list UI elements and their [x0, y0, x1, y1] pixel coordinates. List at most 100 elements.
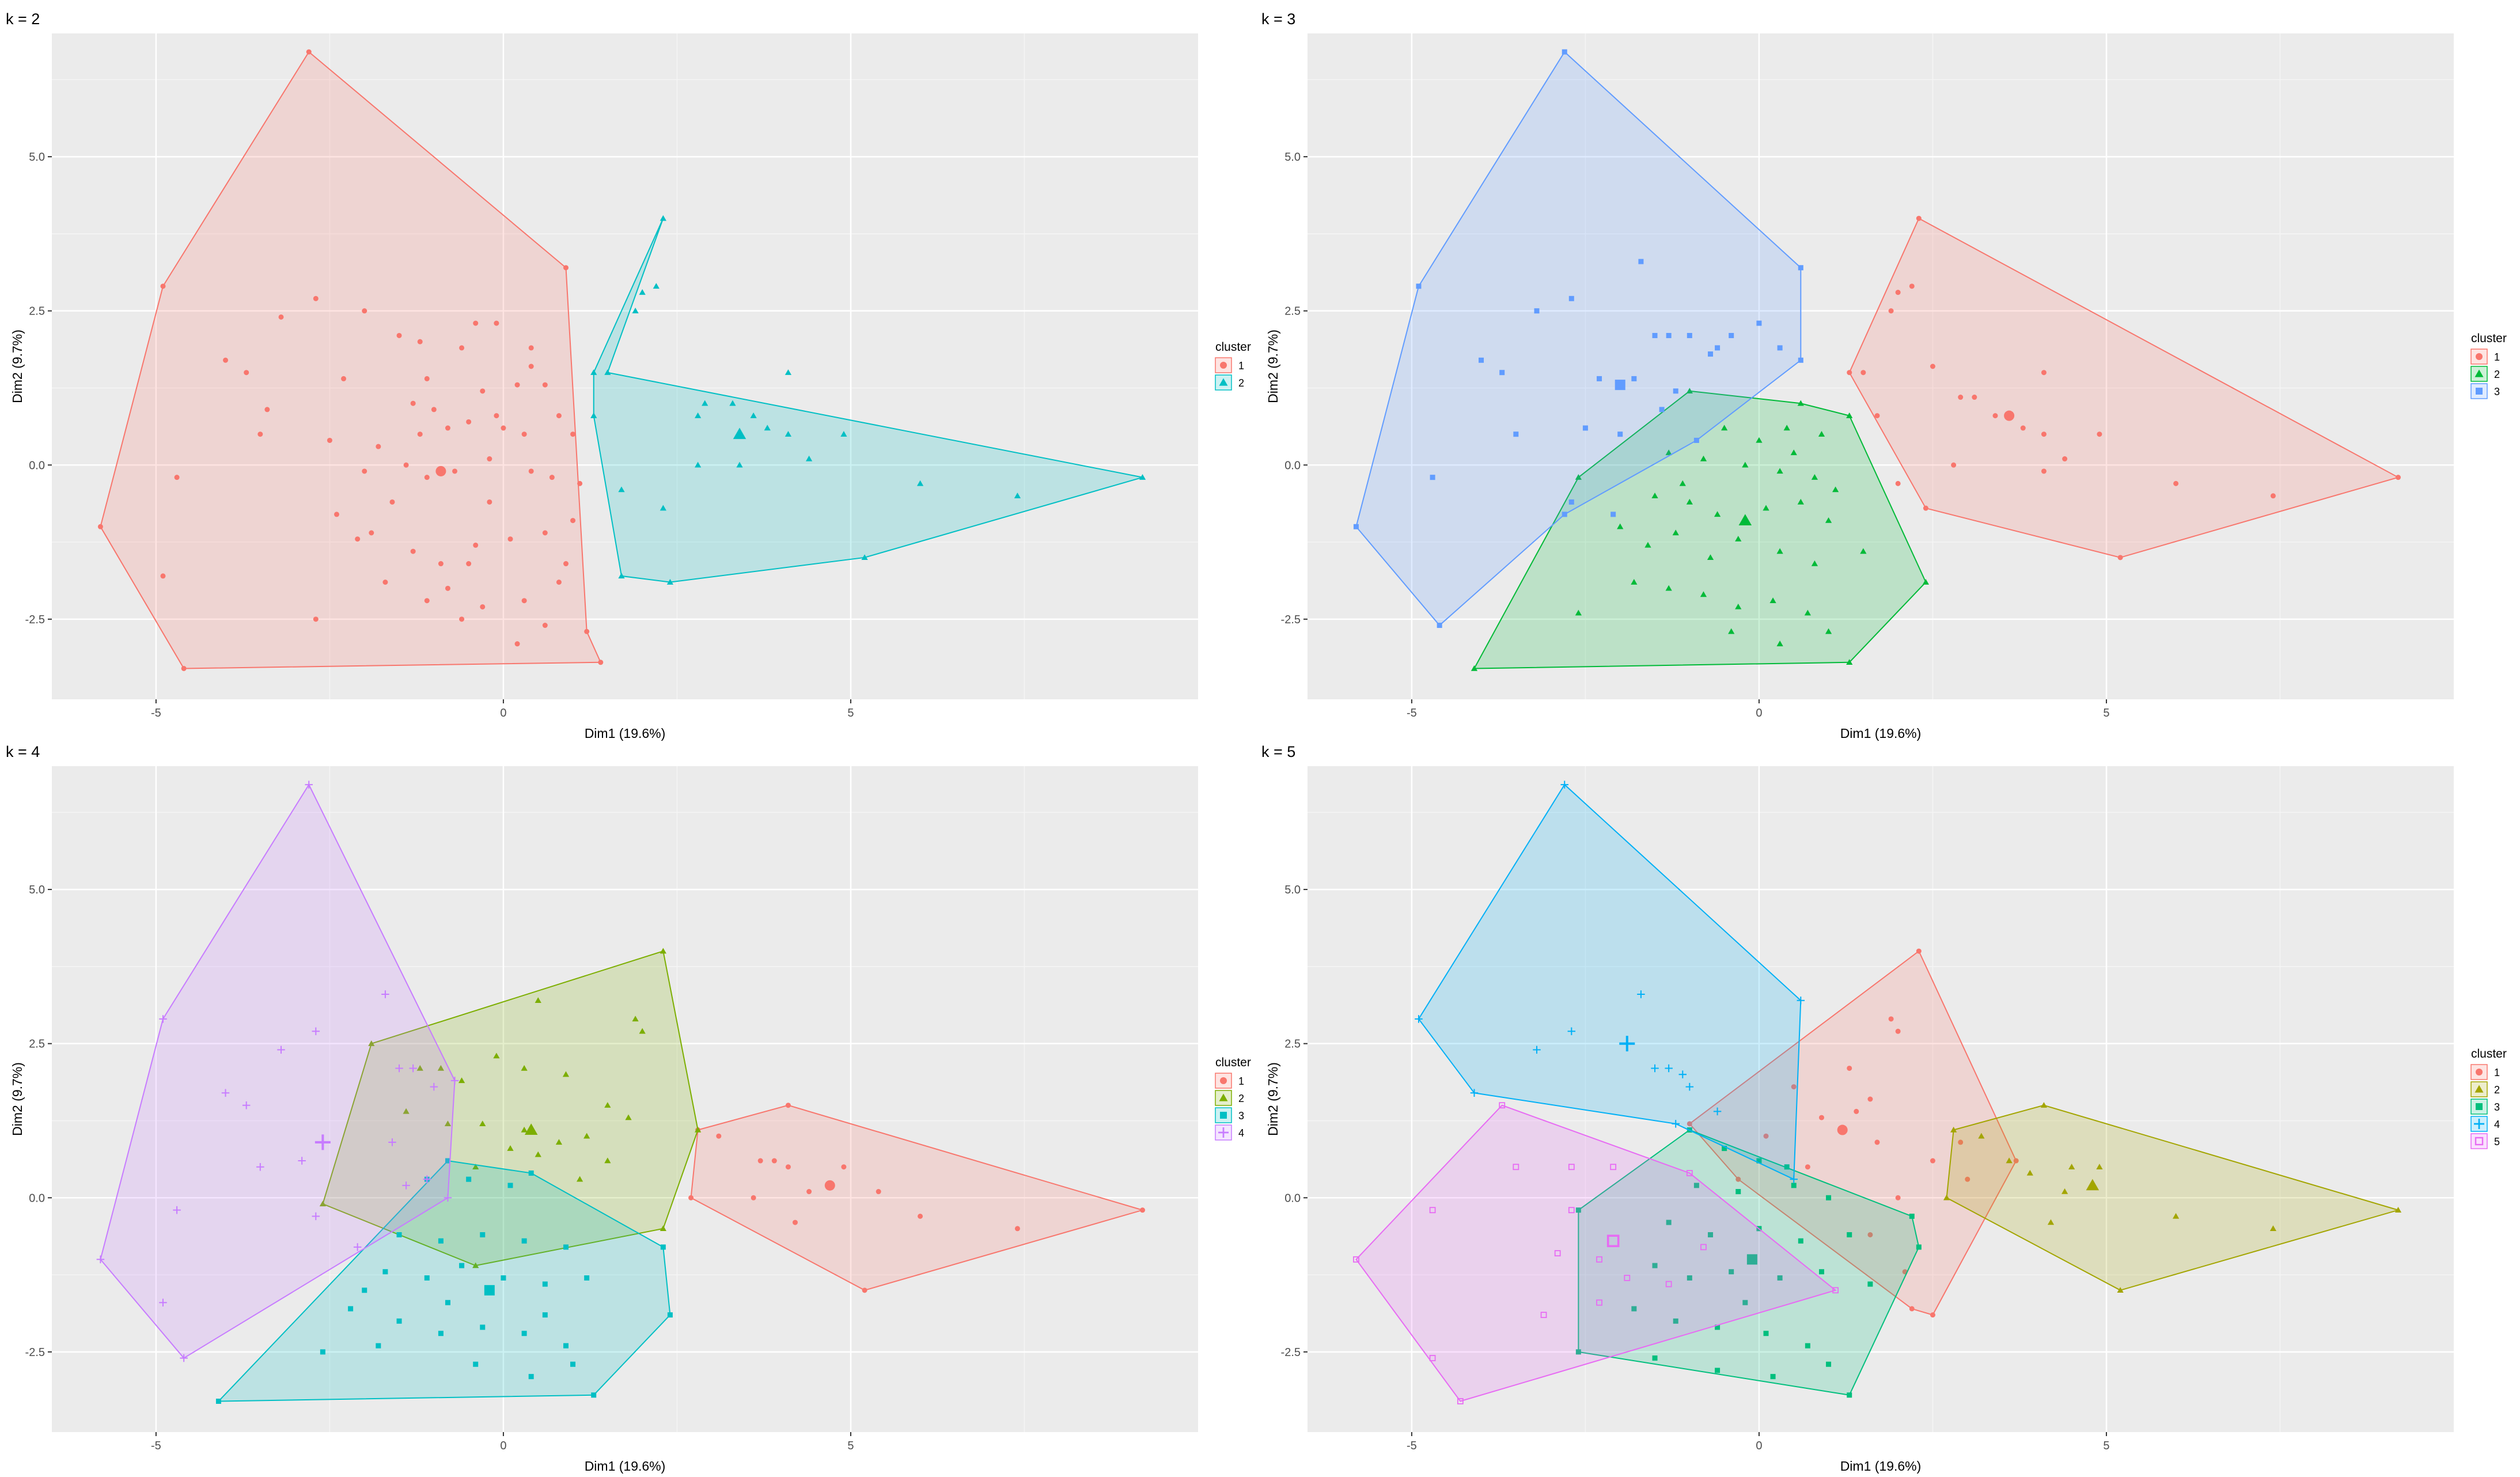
cluster-5-point [1686, 1170, 1693, 1176]
cluster-1-point [1916, 948, 1922, 954]
cluster-4-point [1415, 1015, 1423, 1023]
cluster-5-point [1429, 1207, 1436, 1214]
y-tick-label: -2.5 [1281, 1346, 1301, 1359]
cluster-1-point [369, 530, 374, 536]
cluster-3-point [528, 1170, 534, 1176]
cluster-3-point [1652, 1263, 1658, 1268]
legend-item-5: 5 [2470, 1133, 2500, 1149]
cluster-2-point [507, 1145, 514, 1151]
legend: cluster 1 2 3 [2470, 332, 2507, 399]
cluster-3-point [348, 1306, 354, 1312]
cluster-1-point [521, 431, 527, 437]
x-tick-label: 5 [847, 707, 854, 719]
cluster-1-point [1951, 462, 1957, 468]
cluster-2-point [785, 369, 792, 375]
cluster-4-point [1665, 1064, 1673, 1073]
cluster-1-centroid [1837, 1124, 1848, 1135]
cluster-4-point [256, 1162, 264, 1171]
y-tick-label: 2.5 [1284, 305, 1301, 318]
x-tick-label: -5 [151, 707, 161, 719]
cluster-2-point [416, 1065, 423, 1071]
cluster-3-point [1513, 431, 1519, 437]
cluster-1-point [876, 1189, 881, 1195]
legend-key-marker [1220, 362, 1227, 369]
cluster-2-point [458, 1077, 465, 1084]
cluster-1-point [806, 1189, 812, 1195]
axis-ticks: -5 0 5 -2.5 0.0 2.5 5.0 [25, 151, 854, 719]
cluster-3-point [1847, 1392, 1852, 1398]
cluster-3-point [1666, 332, 1672, 338]
cluster-4-point [395, 1064, 403, 1073]
cluster-1-point [542, 382, 548, 388]
cluster-1-point [785, 1164, 791, 1170]
cluster-2-point [590, 369, 597, 375]
cluster-1-point [1791, 1084, 1797, 1090]
cluster-2-point [1735, 536, 1742, 541]
cluster-1-point [417, 431, 423, 437]
cluster-3-point [528, 1374, 534, 1380]
cluster-3-point [466, 1176, 472, 1182]
cluster-2-point [1832, 486, 1839, 493]
cluster-3-point [473, 1361, 479, 1367]
cluster-1-point [97, 524, 103, 529]
cluster-2-point [1672, 529, 1679, 536]
cluster-3-point [1575, 1349, 1581, 1355]
cluster-2-point [1714, 511, 1721, 517]
x-tick-label: 0 [500, 707, 506, 719]
cluster-3-point [570, 1361, 576, 1367]
cluster-3-point [438, 1331, 444, 1336]
cluster-3-point [1791, 1183, 1797, 1188]
cluster-4-point [1470, 1089, 1479, 1097]
cluster-3-point [1847, 1232, 1852, 1237]
cluster-3-point [1708, 1232, 1714, 1237]
cluster-5-centroid [1606, 1234, 1620, 1247]
cluster-1-point [487, 499, 492, 505]
cluster-4-point [1560, 781, 1568, 789]
cluster-3-point [1499, 370, 1505, 376]
cluster-2-point [660, 1225, 666, 1231]
legend-label: 3 [1238, 1110, 1244, 1122]
cluster-2-point [576, 1176, 583, 1182]
x-tick-label: 5 [847, 1440, 854, 1452]
legend-label: 2 [1238, 377, 1244, 389]
cluster-4-point [312, 1212, 320, 1221]
cluster-1-point [862, 1287, 867, 1293]
cluster-2-point [2006, 1157, 2013, 1164]
cluster-2-point [1756, 437, 1763, 443]
cluster-1-point [410, 400, 416, 406]
cluster-3-point [563, 1244, 569, 1250]
cluster-4-point [430, 1082, 438, 1091]
cluster-2-point [1707, 554, 1714, 560]
cluster-3-point [1534, 308, 1540, 314]
cluster-3-point [1673, 388, 1678, 394]
cluster-1-point [570, 431, 576, 437]
legend-title: cluster [2471, 1047, 2507, 1061]
cluster-3-point [1715, 1368, 1721, 1373]
cluster-1-point [355, 536, 361, 542]
cluster-2-point [604, 369, 611, 375]
cluster-2-point [2269, 1225, 2277, 1231]
cluster-1-point [160, 573, 166, 579]
cluster-5-point [1457, 1398, 1464, 1404]
cluster-2-series [1943, 1102, 2402, 1293]
cluster-1-hull [100, 51, 602, 669]
cluster-3-point [445, 1158, 450, 1164]
cluster-3-point [1818, 1269, 1824, 1275]
cluster-2-point [660, 505, 666, 511]
cluster-2-point [535, 1151, 541, 1157]
legend-item-3: 3 [1215, 1107, 1244, 1123]
cluster-2-point [1139, 474, 1146, 480]
cluster-1-point [501, 425, 506, 431]
cluster-4-point [1533, 1046, 1541, 1054]
cluster-1-point [2270, 493, 2276, 499]
y-tick-label: 2.5 [1284, 1038, 1301, 1051]
cluster-1-point [445, 425, 450, 431]
chart-title: k = 2 [6, 10, 40, 28]
cluster-3-point [563, 1343, 569, 1349]
cluster-1-point [1888, 1016, 1894, 1022]
cluster-5-point [1429, 1355, 1436, 1361]
cluster-2-point [521, 1065, 528, 1071]
x-tick-label: 0 [1756, 707, 1762, 719]
cluster-2-point [1686, 498, 1693, 505]
legend-item-2: 2 [2470, 1081, 2500, 1097]
